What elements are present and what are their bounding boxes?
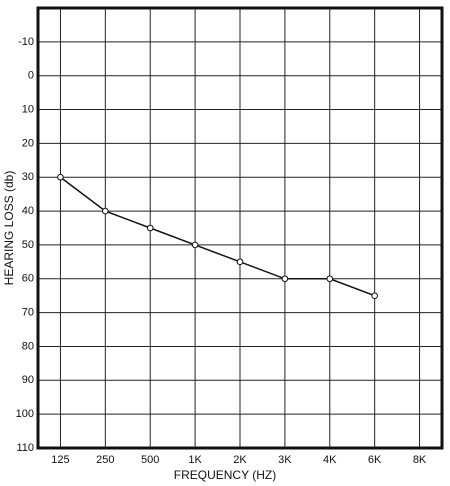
y-tick-label: 60	[22, 273, 34, 285]
y-tick-label: 30	[22, 171, 34, 183]
y-tick-label: 80	[22, 340, 34, 352]
x-tick-label: 1K	[188, 454, 202, 466]
y-tick-label: 10	[22, 103, 34, 115]
y-tick-label: 40	[22, 205, 34, 217]
data-point	[236, 258, 244, 266]
x-tick-label: 3K	[278, 454, 292, 466]
data-point	[57, 173, 64, 181]
x-tick-label: 500	[141, 454, 159, 466]
x-tick-label: 2K	[233, 454, 247, 466]
data-point	[191, 241, 199, 249]
x-tick-label: 8K	[413, 454, 427, 466]
plot-border	[36, 6, 444, 450]
y-tick-label: 70	[22, 307, 34, 319]
data-point	[102, 207, 109, 215]
x-tick-label: 4K	[323, 454, 337, 466]
y-tick-label: 100	[16, 408, 34, 420]
y-tick-label: 20	[22, 137, 34, 149]
y-axis-label: HEARING LOSS (db)	[2, 171, 16, 286]
x-axis-label: FREQUENCY (HZ)	[174, 468, 276, 482]
y-tick-label: -10	[18, 36, 34, 48]
data-line	[59, 176, 375, 297]
x-tick-label: 250	[96, 454, 114, 466]
y-tick-label: 0	[28, 70, 34, 82]
data-point	[146, 224, 154, 232]
y-tick-label: 50	[22, 239, 34, 251]
x-tick-label: 125	[51, 454, 69, 466]
data-point	[371, 292, 378, 299]
data-point	[326, 275, 334, 283]
x-tick-label: 6K	[368, 454, 382, 466]
data-point	[281, 275, 289, 283]
y-tick-label: 90	[22, 374, 34, 386]
y-tick-label: 110	[16, 442, 34, 454]
